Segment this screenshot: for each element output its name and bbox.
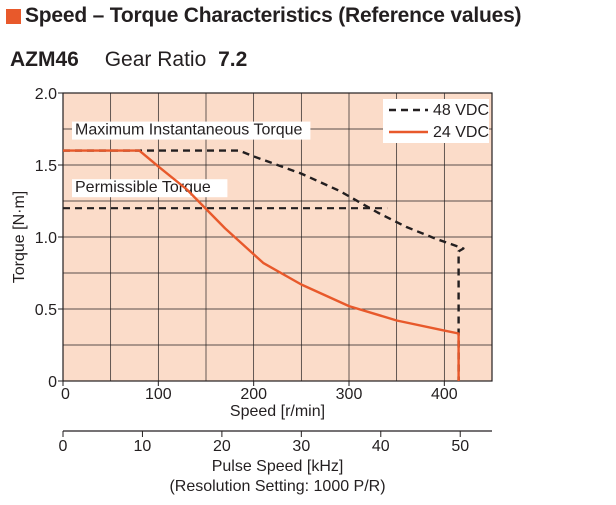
model-subtitle: AZM46 Gear Ratio 7.2 [10, 48, 247, 72]
annotation-background [72, 121, 311, 140]
max-instantaneous-torque-label: Maximum Instantaneous Torque [75, 122, 302, 139]
permissible-torque-label: Permissible Torque [75, 179, 211, 196]
secondary-x-tick-label: 30 [292, 438, 310, 455]
secondary-x-axis-note: (Resolution Setting: 1000 P/R) [169, 478, 385, 495]
x-axis-title: Speed [r/min] [230, 403, 325, 420]
chart-section-title: Speed – Torque Characteristics (Referenc… [25, 4, 522, 27]
chart-header: Speed – Torque Characteristics (Referenc… [6, 4, 522, 28]
legend-background [383, 99, 489, 143]
x-tick-label: 300 [336, 386, 363, 403]
secondary-x-tick-label: 40 [372, 438, 390, 455]
secondary-x-tick-label: 10 [134, 438, 152, 455]
x-tick-label: 100 [145, 386, 172, 403]
secondary-x-axis-title: Pulse Speed [kHz] [212, 458, 344, 475]
secondary-x-tick-label: 20 [213, 438, 231, 455]
series-line-48vdc [63, 149, 465, 381]
y-tick-label: 2.0 [35, 86, 57, 103]
y-axis-title: Torque [N·m] [11, 191, 28, 283]
legend-label: 24 VDC [433, 124, 489, 141]
legend-label: 48 VDC [433, 102, 489, 119]
y-tick-label: 1.0 [35, 230, 57, 247]
x-tick-label: 400 [431, 386, 458, 403]
secondary-x-tick-label: 50 [451, 438, 469, 455]
x-tick-label: 200 [240, 386, 267, 403]
secondary-x-tick-label: 0 [59, 438, 68, 455]
gear-ratio-label: Gear Ratio [104, 48, 207, 71]
model-name: AZM46 [10, 48, 79, 71]
series-line-24vdc [63, 149, 460, 381]
section-marker-icon [6, 8, 21, 24]
y-tick-label: 1.5 [35, 158, 57, 175]
gear-ratio-value: 7.2 [218, 48, 248, 71]
y-tick-label: 0 [48, 374, 57, 391]
y-tick-label: 0.5 [35, 302, 57, 319]
x-tick-label: 0 [61, 386, 70, 403]
